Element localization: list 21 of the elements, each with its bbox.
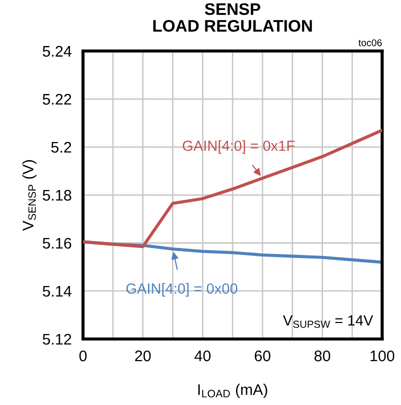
x-tick-label: 40 bbox=[194, 350, 211, 362]
y-tick-label: 5.22 bbox=[42, 94, 72, 105]
series-label: GAIN[4:0] = 0x1F bbox=[182, 140, 295, 154]
x-tick-label: 80 bbox=[314, 350, 330, 362]
text: toc06 bbox=[358, 39, 382, 46]
x-tick-label: 20 bbox=[135, 350, 151, 362]
x-tick-label: 60 bbox=[254, 350, 270, 362]
legend-label: GAIN[4:0] = 0x00 bbox=[126, 282, 238, 297]
y-tick-label: 5.14 bbox=[42, 286, 72, 297]
annotation: V$_{SUPSW}$ = 14V bbox=[282, 315, 374, 328]
y-axis-title: V$_{SENSP}$ (V) bbox=[22, 160, 36, 231]
x-tick-label: 100 bbox=[370, 350, 394, 362]
y-tick-label: 5.18 bbox=[42, 190, 72, 201]
y-tick-label: 5.12 bbox=[42, 334, 72, 345]
x-axis-title: I$_{LOAD}$ (mA) bbox=[198, 384, 268, 398]
y-tick-label: 5.16 bbox=[42, 238, 72, 249]
line-series bbox=[83, 128, 382, 248]
x-tick-label: 0 bbox=[79, 350, 87, 362]
chart-title: SENSP LOAD REGULATION bbox=[153, 3, 312, 32]
y-tick-label: 5.2 bbox=[51, 142, 72, 153]
y-tick-label: 5.24 bbox=[42, 46, 72, 57]
